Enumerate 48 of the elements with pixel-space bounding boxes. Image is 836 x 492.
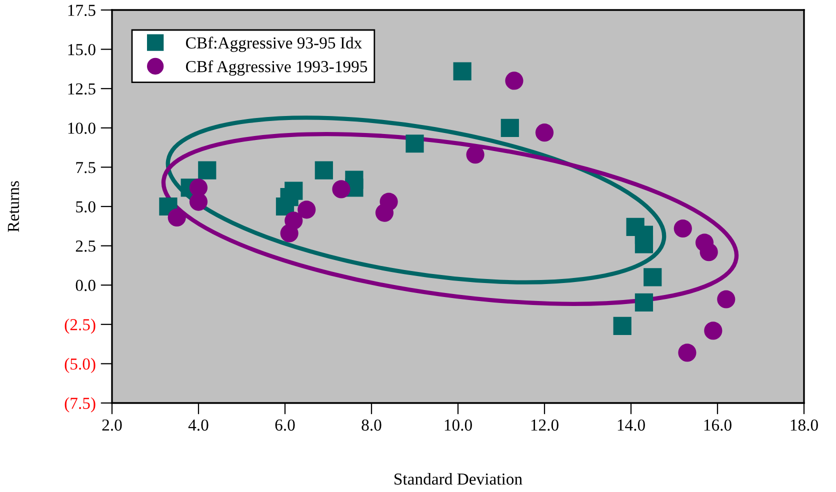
point (704, 322, 722, 340)
point (314, 161, 333, 180)
x-tick-label: 12.0 (531, 419, 558, 431)
point (634, 235, 654, 254)
y-tick-label: (7.5) (64, 397, 96, 412)
x-tick-label: 6.0 (275, 419, 295, 431)
point (189, 192, 208, 211)
point (674, 219, 692, 238)
point (678, 344, 696, 362)
point (613, 316, 632, 336)
point (505, 72, 524, 90)
point (284, 212, 303, 230)
y-tick-label: 12.5 (68, 83, 96, 95)
point (717, 290, 736, 308)
y-tick-label: 7.5 (76, 162, 96, 174)
point (198, 161, 216, 180)
point (634, 293, 654, 312)
y-tick-label: 17.5 (68, 4, 96, 16)
point (298, 200, 316, 219)
point (280, 188, 298, 206)
x-tick-label: 14.0 (618, 419, 645, 431)
y-tick-label: 5.0 (76, 201, 96, 213)
x-tick-label: 18.0 (790, 419, 818, 431)
y-tick-label: 10.0 (68, 122, 96, 134)
point (500, 118, 519, 137)
point (535, 124, 554, 142)
point (453, 62, 472, 80)
x-tick-label: 2.0 (102, 419, 122, 431)
x-tick-label: 10.0 (444, 419, 472, 431)
point (332, 180, 350, 198)
x-tick-label: 8.0 (362, 419, 382, 431)
point (168, 208, 186, 227)
point (406, 134, 424, 153)
point (466, 146, 484, 164)
point (700, 243, 718, 262)
y-tick-label: 0.0 (76, 280, 96, 292)
legend-label: CBf:Aggressive 93-95 Idx (186, 36, 362, 52)
y-tick-label: (2.5) (64, 318, 96, 334)
y-axis-title: Returns (8, 181, 20, 232)
y-tick-label: 2.5 (76, 240, 96, 252)
point (380, 192, 398, 211)
y-tick-label: 15.0 (68, 44, 96, 56)
x-tick-label: 16.0 (704, 419, 732, 431)
legend-label: CBf Aggressive 1993-1995 (186, 60, 368, 76)
y-tick-label: (5.0) (64, 358, 96, 374)
point (644, 268, 662, 286)
x-tick-label: 4.0 (188, 419, 208, 431)
x-axis-title: Standard Deviation (394, 472, 522, 485)
